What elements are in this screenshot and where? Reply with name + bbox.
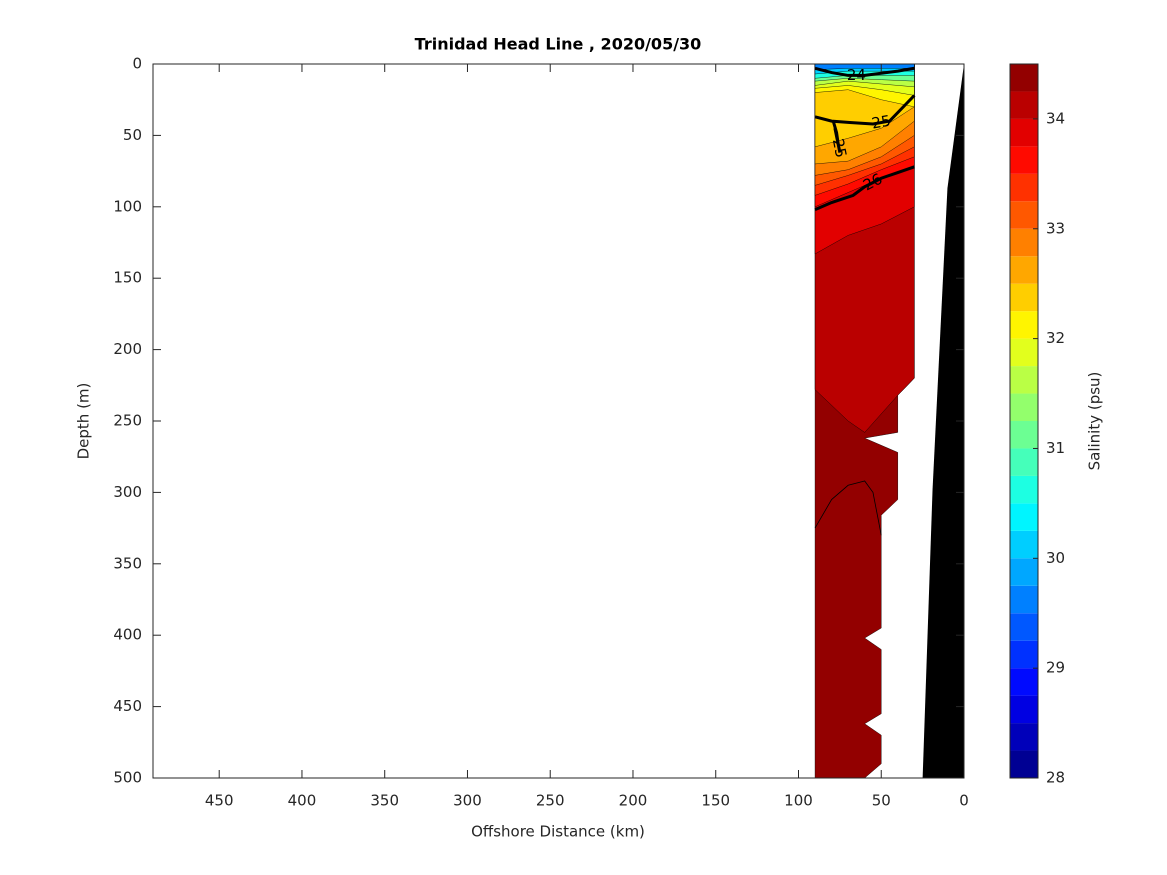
y-tick-label: 300 xyxy=(113,483,142,501)
y-tick-label: 400 xyxy=(113,626,142,644)
colorbar-tick-label: 33 xyxy=(1046,219,1065,237)
colorbar-band xyxy=(1010,613,1038,641)
colorbar-band xyxy=(1010,585,1038,614)
contour-line xyxy=(814,165,915,212)
colorbar-band xyxy=(1010,366,1038,394)
colorbar-band xyxy=(1010,475,1038,504)
colorbar-band xyxy=(1010,448,1038,476)
x-tick-label: 100 xyxy=(784,792,813,810)
colorbar-band xyxy=(1010,503,1038,531)
y-tick-label: 350 xyxy=(113,554,142,572)
colorbar-label: Salinity (psu) xyxy=(1086,372,1104,471)
colorbar-tick-label: 31 xyxy=(1046,439,1065,457)
colorbar-band xyxy=(1010,311,1038,339)
x-tick-label: 0 xyxy=(959,792,969,810)
colorbar-tick-label: 28 xyxy=(1046,769,1065,787)
colorbar-tick-label: 32 xyxy=(1046,329,1065,347)
colorbar-band xyxy=(1010,256,1038,284)
x-axis-label: Offshore Distance (km) xyxy=(471,823,645,841)
x-tick-label: 400 xyxy=(288,792,317,810)
y-tick-label: 500 xyxy=(113,769,142,787)
x-tick-label: 250 xyxy=(536,792,565,810)
y-tick-label: 150 xyxy=(113,269,142,287)
colorbar-band xyxy=(1010,723,1038,751)
colorbar-band xyxy=(1010,530,1038,559)
y-tick-label: 450 xyxy=(113,697,142,715)
colorbar-band xyxy=(1010,283,1038,312)
y-tick-label: 100 xyxy=(113,197,142,215)
contour-line xyxy=(814,66,915,77)
colorbar-tick-label: 34 xyxy=(1046,109,1065,127)
colorbar-band xyxy=(1010,91,1038,119)
chart-title: Trinidad Head Line , 2020/05/30 xyxy=(415,35,702,54)
bathymetry xyxy=(922,64,964,778)
y-tick-label: 0 xyxy=(132,55,142,73)
contour-label: 24 xyxy=(847,66,866,84)
colorbar-band xyxy=(1010,558,1038,586)
contour-label: 25 xyxy=(870,112,892,133)
colorbar-band xyxy=(1010,668,1038,696)
colorbar-band xyxy=(1010,695,1038,724)
colorbar-band xyxy=(1010,750,1038,778)
colorbar-band xyxy=(1010,640,1038,669)
contour-line xyxy=(814,94,916,126)
colorbar-band xyxy=(1010,118,1038,147)
y-tick-label: 250 xyxy=(113,412,142,430)
x-tick-label: 150 xyxy=(701,792,730,810)
y-tick-label: 200 xyxy=(113,340,142,358)
colorbar-box xyxy=(1009,63,1039,779)
x-tick-label: 200 xyxy=(619,792,648,810)
colorbar-band xyxy=(1010,393,1038,421)
colorbar-band xyxy=(1010,64,1038,92)
x-tick-label: 450 xyxy=(205,792,234,810)
x-tick-label: 350 xyxy=(370,792,399,810)
contour-label: 25 xyxy=(829,137,850,159)
y-tick-label: 50 xyxy=(123,126,142,144)
contour-line xyxy=(831,120,842,153)
x-tick-label: 300 xyxy=(453,792,482,810)
contour-line xyxy=(814,480,882,536)
colorbar-band xyxy=(1010,146,1038,174)
colorbar-band xyxy=(1010,173,1038,202)
colorbar-band xyxy=(1010,421,1038,449)
colorbar-band xyxy=(1010,201,1038,229)
y-axis-label: Depth (m) xyxy=(75,383,93,460)
colorbar-tick-label: 29 xyxy=(1046,659,1065,677)
colorbar-band xyxy=(1010,338,1038,367)
x-tick-label: 50 xyxy=(872,792,891,810)
colorbar-tick-label: 30 xyxy=(1046,549,1065,567)
colorbar-band xyxy=(1010,228,1038,257)
